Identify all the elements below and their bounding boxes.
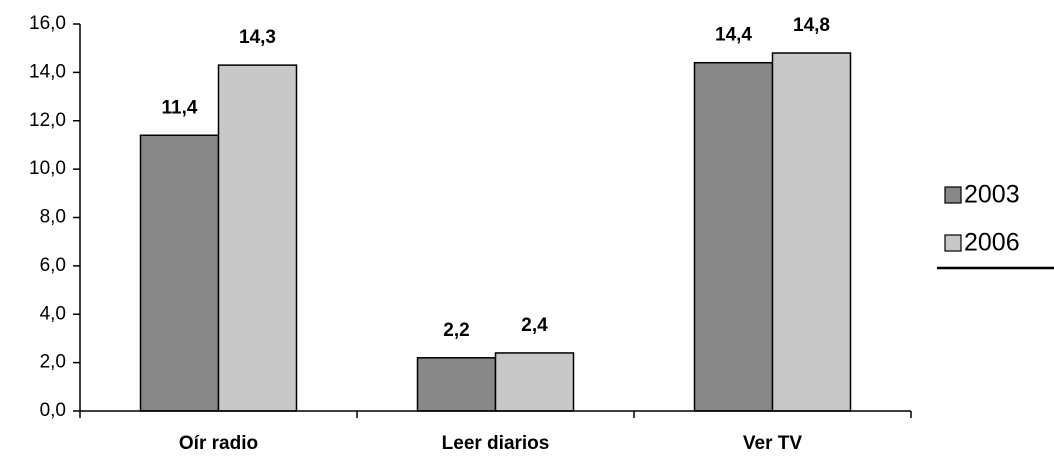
value-label: 2,4 [521,315,548,336]
legend-swatch [944,234,962,252]
bar [494,352,575,412]
bar [693,61,774,412]
bar [217,64,298,412]
bar [139,134,220,412]
y-tick-label: 6,0 [40,255,66,276]
legend-swatch [944,186,962,204]
value-label: 14,8 [793,15,830,36]
y-tick-label: 8,0 [40,207,66,228]
y-tick-label: 10,0 [29,158,66,179]
y-tick-label: 0,0 [40,400,66,421]
x-tick-label: Oír radio [179,433,258,454]
y-tick-label: 14,0 [29,61,66,82]
y-tick-label: 12,0 [29,110,66,131]
y-tick-label: 4,0 [40,303,66,324]
y-tick-label: 16,0 [29,13,66,34]
x-tick-label: Ver TV [743,433,802,454]
bar [771,52,852,412]
value-label: 11,4 [162,97,198,118]
bar [416,357,497,412]
value-label: 2,2 [443,320,469,341]
legend-label: 2006 [964,229,1020,257]
value-label: 14,3 [239,27,276,48]
x-tick-label: Leer diarios [442,433,550,454]
y-tick-label: 2,0 [40,352,66,373]
value-label: 14,4 [715,25,752,46]
legend-label: 2003 [964,181,1020,209]
